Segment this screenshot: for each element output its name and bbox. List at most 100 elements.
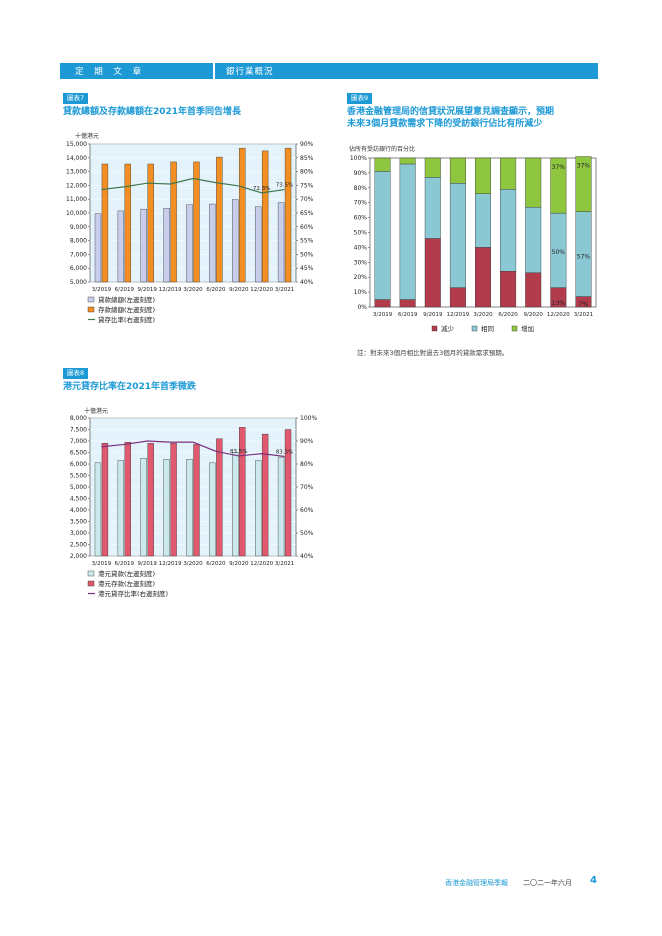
data-label: 57% xyxy=(577,253,591,260)
chart8: 2,000 2,500 3,000 3,500 4,000 4,500 5,000 5,500… xyxy=(70,415,318,598)
data-label: 83.5% xyxy=(230,449,247,455)
category-label: 3/2019 xyxy=(92,561,112,567)
bar xyxy=(163,207,170,283)
left-tick-label: 15,000 xyxy=(66,141,87,148)
data-label: 83.3% xyxy=(276,449,293,455)
category-label: 9/2020 xyxy=(229,287,249,293)
left-tick-label: 9,000 xyxy=(70,224,87,231)
category-label: 3/2021 xyxy=(574,312,593,318)
footer-title: 香港金融管理局季報 xyxy=(445,879,508,887)
bar xyxy=(186,204,193,283)
category-label: 6/2020 xyxy=(206,287,226,293)
legend-swatch xyxy=(431,325,438,332)
axis-tick-label: 90% xyxy=(354,170,368,177)
stack-segment xyxy=(399,157,416,165)
data-label: 13% xyxy=(552,300,566,307)
bar xyxy=(147,163,154,283)
chart7: 5,000 6,000 7,000 8,000 9,000 10,000 11,000 12,… xyxy=(66,141,314,324)
bar xyxy=(209,462,216,557)
legend-swatch xyxy=(87,306,95,313)
category-label: 9/2019 xyxy=(138,561,158,567)
left-tick-label: 3,000 xyxy=(70,530,87,537)
chart9-title-line2: 未來3個月貸款需求下降的受訪銀行佔比有所減少 xyxy=(347,119,543,129)
axis-tick-label: 0% xyxy=(357,304,367,311)
bar xyxy=(261,150,269,283)
bar xyxy=(117,460,125,557)
stack-segment xyxy=(449,183,466,288)
bar xyxy=(193,161,200,283)
header-bar: 定 期 文 章 銀行業概況 xyxy=(60,63,598,79)
right-tick-label: 40% xyxy=(300,553,314,560)
ratio-line xyxy=(101,440,285,458)
category-label: 12/2020 xyxy=(547,312,570,318)
axis-tick-label: 100% xyxy=(350,155,367,162)
left-tick-label: 3,500 xyxy=(70,519,87,526)
legend-label: 增加 xyxy=(521,324,534,333)
bar xyxy=(101,163,109,283)
legend-label: 港元貸存比率(右邊刻度) xyxy=(98,589,168,598)
left-tick-label: 12,000 xyxy=(66,182,87,189)
category-label: 12/2019 xyxy=(159,561,182,567)
stack-segment xyxy=(575,156,592,212)
stack-segment xyxy=(500,271,517,308)
bar xyxy=(209,203,216,283)
axis-tick-label: 50% xyxy=(354,230,368,237)
bar xyxy=(232,452,239,557)
bar xyxy=(186,459,193,557)
chart8-tag: 圖表8 xyxy=(63,368,89,379)
legend-label: 貸存比率(右邊刻度) xyxy=(98,315,155,324)
stack-segment xyxy=(424,177,441,239)
footer-date: 二〇二一年六月 xyxy=(523,879,572,887)
axis-tick-label: 30% xyxy=(354,259,368,266)
bar xyxy=(147,443,154,557)
bar xyxy=(284,147,292,283)
category-label: 3/2019 xyxy=(373,312,393,318)
stack-segment xyxy=(525,157,542,208)
left-tick-label: 6,000 xyxy=(70,265,87,272)
left-tick-label: 6,000 xyxy=(70,461,87,468)
right-tick-label: 55% xyxy=(300,238,314,245)
category-label: 9/2020 xyxy=(229,561,249,567)
stack-segment xyxy=(374,157,391,172)
category-label: 12/2020 xyxy=(250,561,273,567)
right-tick-label: 90% xyxy=(300,438,314,445)
left-tick-label: 4,500 xyxy=(70,496,87,503)
chart7-unit: 十億港元 xyxy=(75,133,100,140)
category-label: 9/2020 xyxy=(524,312,544,318)
subsection-label: 銀行業概況 xyxy=(226,67,274,77)
category-label: 9/2019 xyxy=(138,287,158,293)
category-label: 12/2019 xyxy=(446,312,469,318)
legend-label: 相同 xyxy=(481,324,494,333)
bar xyxy=(261,433,269,557)
right-tick-label: 65% xyxy=(300,210,314,217)
stack-segment xyxy=(424,157,441,178)
right-tick-label: 70% xyxy=(300,484,314,491)
left-tick-label: 7,000 xyxy=(70,251,87,258)
category-label: 6/2019 xyxy=(115,561,135,567)
chart8-title: 港元貸存比率在2021年首季微跌 xyxy=(63,382,197,392)
bar xyxy=(124,163,131,283)
stack-segment xyxy=(500,189,517,272)
category-label: 6/2020 xyxy=(206,561,226,567)
page-number: 4 xyxy=(590,875,597,886)
stack-segment xyxy=(475,157,491,194)
category-label: 12/2020 xyxy=(250,287,273,293)
left-tick-label: 4,000 xyxy=(70,507,87,514)
right-tick-label: 50% xyxy=(300,251,314,258)
left-tick-label: 14,000 xyxy=(66,155,87,162)
category-label: 3/2020 xyxy=(473,312,493,318)
left-tick-label: 13,000 xyxy=(66,169,87,176)
legend-swatch xyxy=(87,580,95,587)
right-tick-label: 60% xyxy=(300,224,314,231)
bar xyxy=(140,458,147,557)
stack-segment xyxy=(550,157,567,214)
stack-segment xyxy=(449,287,466,308)
right-tick-label: 80% xyxy=(300,461,314,468)
stack-segment xyxy=(525,272,542,308)
bar xyxy=(94,462,102,557)
axis-tick-label: 80% xyxy=(354,185,368,192)
bar xyxy=(277,456,285,557)
section-label: 定 期 文 章 xyxy=(75,67,146,77)
legend-swatch xyxy=(471,325,478,332)
left-tick-label: 2,500 xyxy=(70,542,87,549)
